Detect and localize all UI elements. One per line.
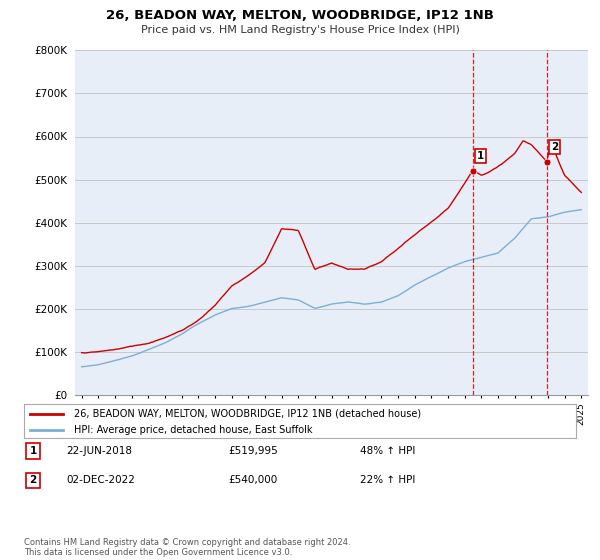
Text: £519,995: £519,995 [228, 446, 278, 456]
Text: 02-DEC-2022: 02-DEC-2022 [66, 475, 135, 486]
Text: Contains HM Land Registry data © Crown copyright and database right 2024.
This d: Contains HM Land Registry data © Crown c… [24, 538, 350, 557]
Text: 2: 2 [29, 475, 37, 486]
Text: 22% ↑ HPI: 22% ↑ HPI [360, 475, 415, 486]
Text: 1: 1 [29, 446, 37, 456]
Text: 22-JUN-2018: 22-JUN-2018 [66, 446, 132, 456]
Text: 2: 2 [551, 142, 558, 152]
Text: 1: 1 [477, 151, 484, 161]
Text: £540,000: £540,000 [228, 475, 277, 486]
Text: 48% ↑ HPI: 48% ↑ HPI [360, 446, 415, 456]
Text: 26, BEADON WAY, MELTON, WOODBRIDGE, IP12 1NB: 26, BEADON WAY, MELTON, WOODBRIDGE, IP12… [106, 9, 494, 22]
Text: 26, BEADON WAY, MELTON, WOODBRIDGE, IP12 1NB (detached house): 26, BEADON WAY, MELTON, WOODBRIDGE, IP12… [74, 409, 421, 419]
Text: Price paid vs. HM Land Registry's House Price Index (HPI): Price paid vs. HM Land Registry's House … [140, 25, 460, 35]
Text: HPI: Average price, detached house, East Suffolk: HPI: Average price, detached house, East… [74, 424, 312, 435]
